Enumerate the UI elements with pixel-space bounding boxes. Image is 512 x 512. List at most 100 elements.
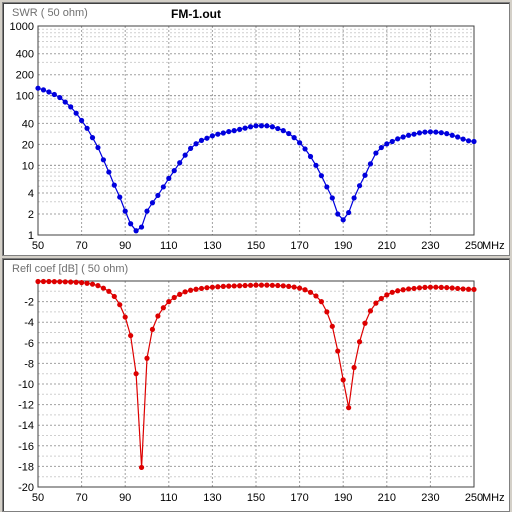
refl-data-point <box>406 286 412 292</box>
refl-chart-panel: Refl coef [dB] ( 50 ohm) 50 70 90 110 130 150… <box>2 258 510 512</box>
swr-data-point <box>438 130 444 136</box>
swr-data-point <box>258 123 265 129</box>
swr-data-point <box>444 131 450 137</box>
swr-data-point <box>465 138 472 144</box>
swr-chart-panel: SWR ( 50 ohm) FM-1.out 50 70 90 110 130 150 17… <box>2 2 510 256</box>
swr-data-point <box>193 141 199 147</box>
swr-data-point <box>449 132 455 138</box>
swr-data-point <box>155 192 161 199</box>
refl-data-point <box>269 282 275 288</box>
swr-data-point <box>111 182 117 188</box>
refl-data-point <box>95 283 101 289</box>
swr-data-point <box>389 138 395 145</box>
refl-data-point <box>188 287 194 293</box>
refl-data-point <box>220 283 226 289</box>
refl-data-point <box>438 284 444 290</box>
swr-data-point <box>275 125 281 132</box>
refl-data-point <box>340 377 346 383</box>
refl-data-point <box>324 309 330 315</box>
refl-data-point <box>302 287 308 293</box>
swr-data-point <box>384 141 390 147</box>
refl-data-point <box>166 299 172 305</box>
refl-data-point <box>242 282 248 289</box>
swr-data-point <box>138 224 145 230</box>
swr-x-tick-label: 210 <box>378 240 396 252</box>
refl-data-point <box>297 285 303 291</box>
swr-data-point <box>335 211 341 217</box>
swr-x-tick-label: 130 <box>203 240 221 252</box>
refl-y-tick-label: -8 <box>24 358 34 370</box>
refl-data-point <box>73 279 79 285</box>
swr-data-point <box>106 169 112 175</box>
refl-data-point <box>57 279 63 285</box>
file-name-label: FM-1.out <box>171 7 221 21</box>
swr-y-tick-label: 400 <box>16 49 34 61</box>
refl-data-point <box>35 278 41 285</box>
refl-data-point <box>351 364 357 371</box>
refl-x-tick-label: 250 <box>465 492 483 504</box>
refl-data-point <box>209 284 215 290</box>
swr-data-point <box>198 137 205 143</box>
refl-data-point <box>177 291 183 297</box>
refl-data-point <box>400 287 406 293</box>
swr-data-point <box>117 194 123 200</box>
refl-data-point <box>215 284 221 290</box>
swr-data-point <box>406 132 412 138</box>
swr-y-tick-label: 200 <box>16 70 34 82</box>
swr-data-point <box>247 124 254 130</box>
refl-data-point <box>138 464 145 471</box>
refl-data-point <box>465 286 472 292</box>
swr-x-tick-label: 50 <box>32 240 44 252</box>
refl-data-point <box>411 285 417 292</box>
swr-data-point <box>89 135 96 141</box>
swr-data-point <box>122 208 128 214</box>
refl-x-tick-label: 110 <box>160 492 178 504</box>
refl-data-point <box>455 285 461 292</box>
refl-data-point <box>422 284 428 290</box>
refl-data-point <box>378 295 384 302</box>
swr-data-point <box>324 184 330 190</box>
swr-data-point <box>35 85 41 91</box>
swr-x-tick-label: 250 <box>465 240 483 252</box>
refl-data-point <box>40 278 47 285</box>
refl-data-point <box>68 279 74 285</box>
swr-data-point <box>378 144 384 151</box>
refl-data-point <box>84 280 90 286</box>
swr-data-point <box>340 217 346 223</box>
swr-data-point <box>62 99 68 105</box>
swr-x-tick-label: 110 <box>160 240 178 252</box>
swr-data-point <box>400 134 406 140</box>
swr-y-tick-label: 40 <box>22 118 34 130</box>
swr-data-point <box>188 145 194 152</box>
swr-data-point <box>455 134 461 140</box>
swr-data-point <box>346 209 352 216</box>
refl-data-point <box>384 292 390 298</box>
refl-data-point <box>416 285 423 291</box>
refl-data-point <box>117 302 123 308</box>
refl-x-tick-label: 150 <box>247 492 265 504</box>
refl-data-point <box>329 323 335 329</box>
swr-data-point <box>291 135 297 141</box>
swr-data-point <box>351 195 357 201</box>
swr-x-tick-label: 170 <box>290 240 308 252</box>
refl-data-point <box>318 299 324 305</box>
swr-y-tick-label: 1000 <box>10 21 34 33</box>
refl-data-point <box>335 348 341 354</box>
swr-data-point <box>73 110 79 116</box>
swr-data-point <box>373 150 379 156</box>
swr-y-tick-label: 10 <box>22 160 34 172</box>
refl-data-point <box>280 283 286 289</box>
swr-data-point <box>215 131 221 137</box>
refl-plot-frame <box>37 280 475 488</box>
refl-data-point <box>182 289 188 295</box>
refl-data-point <box>46 278 52 285</box>
swr-data-point <box>460 136 466 142</box>
swr-data-point <box>253 123 259 129</box>
refl-data-point <box>313 293 319 299</box>
refl-x-tick-label: 130 <box>203 492 221 504</box>
refl-y-tick-label: -14 <box>18 420 34 432</box>
swr-data-point <box>433 129 439 135</box>
swr-y-tick-label: 20 <box>22 139 34 151</box>
swr-data-point <box>166 175 172 181</box>
